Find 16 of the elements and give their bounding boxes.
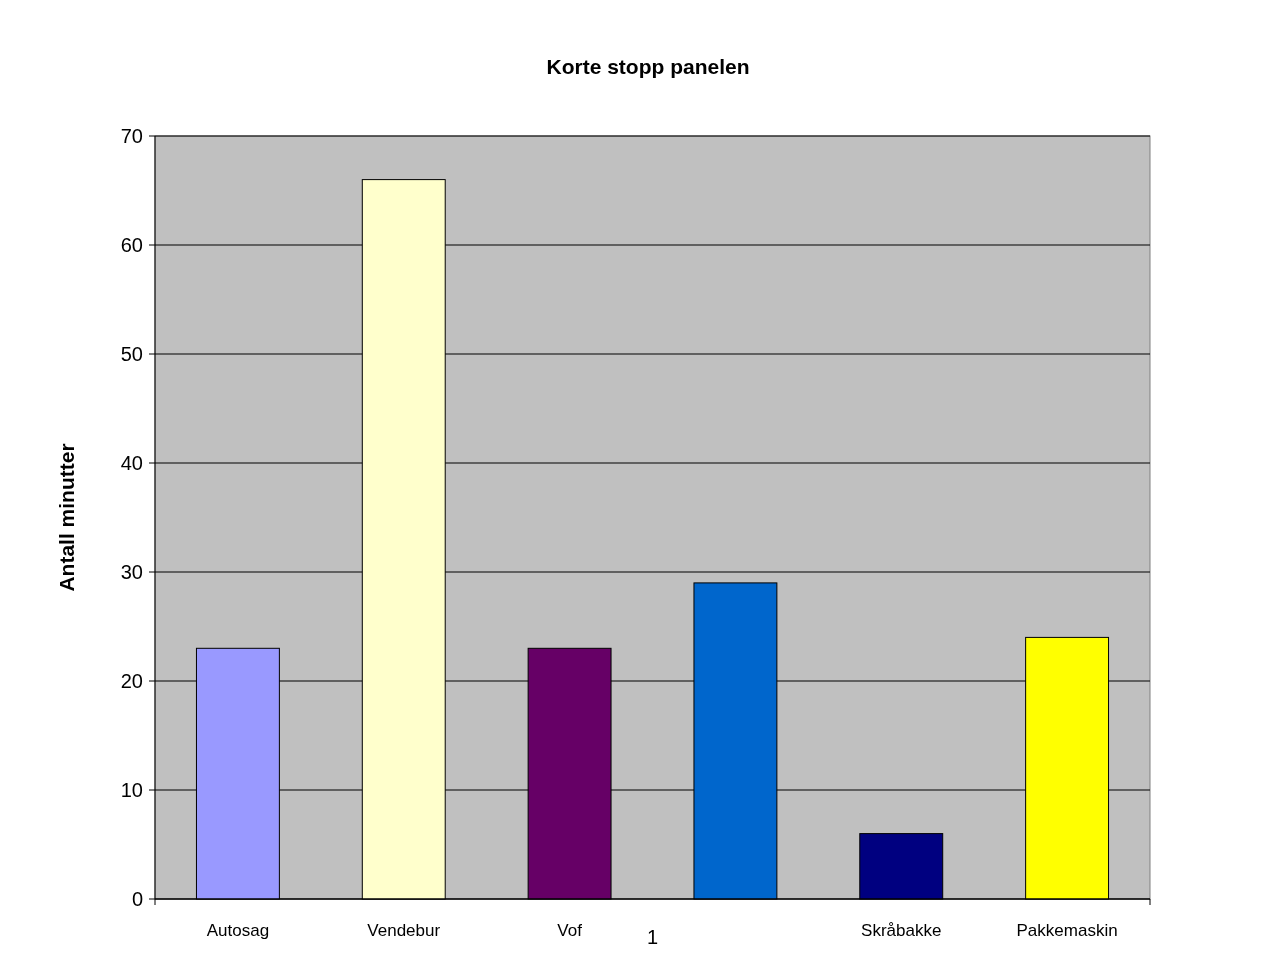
x-tick-label: 1: [646, 926, 659, 948]
y-axis-title: Antall minutter: [55, 443, 78, 592]
y-tick-label: 70: [120, 125, 143, 147]
y-tick-label: 20: [120, 670, 143, 692]
y-tick-label: 30: [120, 561, 143, 583]
series-label: Autosag: [206, 921, 270, 940]
y-tick-label: 0: [131, 888, 143, 910]
series-label: Skråbakke: [861, 921, 942, 940]
chart-title: Korte stopp panelen: [546, 55, 750, 78]
y-tick-label: 60: [120, 234, 143, 256]
y-tick-label: 50: [120, 343, 143, 365]
y-tick-label: 40: [120, 452, 143, 474]
series-label: Vof: [557, 921, 583, 940]
y-tick-label: 10: [120, 779, 143, 801]
series-label: Vendebur: [367, 921, 441, 940]
series-label: Pakkemaskin: [1016, 921, 1118, 940]
